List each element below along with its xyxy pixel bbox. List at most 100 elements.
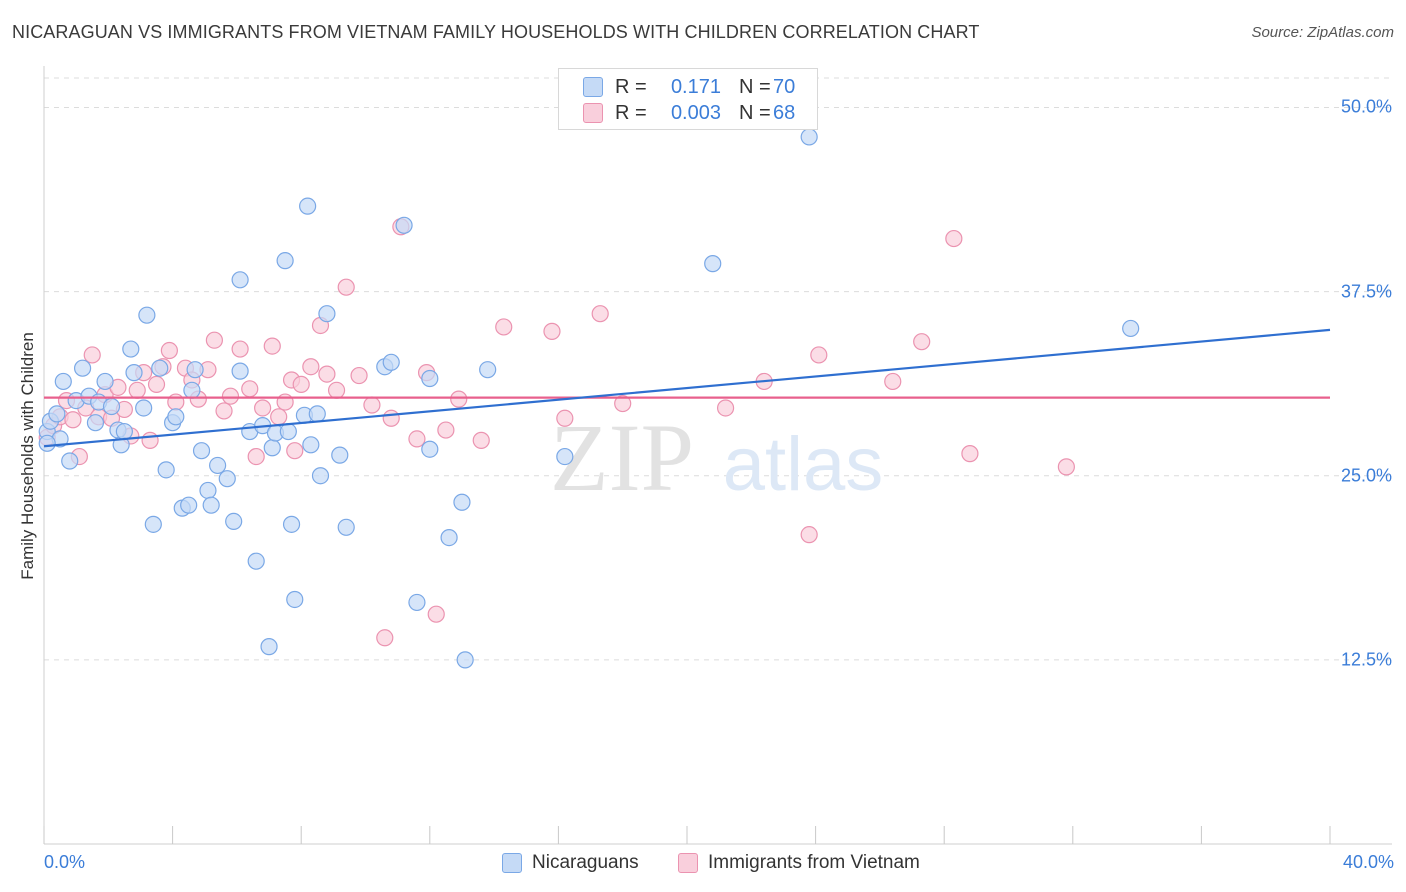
correlation-legend: R = 0.171 N = 70 R = 0.003 N = 68	[558, 68, 818, 130]
vietnam-point	[614, 394, 632, 413]
nicaraguan-point	[299, 197, 317, 215]
nicaraguan-point	[225, 512, 243, 530]
bottom-legend-nicaraguans: Nicaraguans	[502, 852, 639, 874]
vietnam-point	[254, 399, 272, 417]
legend-row-vietnam: R = 0.003 N = 68	[583, 101, 795, 125]
vietnam-point	[350, 366, 368, 385]
nicaraguan-point	[192, 442, 211, 460]
bottom-legend-swatch-pink	[678, 853, 698, 873]
nicaraguan-point	[138, 306, 156, 324]
nicaraguan-point	[286, 590, 304, 609]
vietnam-point	[205, 331, 223, 349]
vietnam-point	[221, 387, 240, 405]
nicaraguan-point	[209, 456, 227, 475]
vietnam-point	[327, 381, 346, 399]
nicaraguan-point	[48, 405, 66, 423]
nicaraguan-point	[556, 447, 574, 466]
vietnam-point	[160, 341, 178, 360]
vietnam-point	[64, 411, 82, 429]
vietnam-point	[961, 445, 979, 463]
nicaraguan-point	[302, 436, 320, 454]
nicaraguan-point	[38, 434, 56, 452]
nicaraguan-point	[151, 359, 169, 377]
vietnam-point	[376, 629, 394, 647]
watermark: ZIP atlas	[550, 404, 883, 511]
nicaraguan-point	[263, 439, 281, 457]
vietnam-point	[408, 430, 426, 448]
vietnam-point	[263, 337, 281, 355]
nicaraguan-point	[704, 255, 722, 273]
vietnam-point	[292, 375, 310, 393]
vietnam-point	[247, 447, 265, 466]
vietnam-point	[543, 322, 561, 340]
nicaraguan-point	[479, 361, 497, 379]
nicaraguan-point	[54, 372, 72, 391]
chart-title: NICARAGUAN VS IMMIGRANTS FROM VIETNAM FA…	[12, 22, 980, 42]
y-tick-label: 25.0%	[1340, 465, 1392, 486]
legend-n-value: 70	[773, 75, 796, 98]
nicaraguan-point	[421, 369, 439, 388]
watermark-zip: ZIP	[550, 404, 694, 511]
nicaraguan-point	[337, 518, 355, 536]
vietnam-point	[437, 421, 455, 439]
vietnam-point	[141, 431, 159, 449]
vietnam-point	[810, 346, 828, 364]
nicaraguan-point	[382, 353, 400, 371]
watermark-atlas: atlas	[723, 422, 884, 507]
vietnam-point	[1057, 458, 1075, 476]
x-tick-label-max: 40.0%	[1342, 852, 1394, 872]
vietnam-point	[215, 402, 233, 420]
legend-row-nicaraguans: R = 0.171 N = 70	[583, 75, 795, 99]
source-label: Source: ZipAtlas.com	[1251, 24, 1394, 41]
nicaraguan-point	[331, 446, 349, 464]
y-tick-label: 12.5%	[1340, 649, 1392, 670]
vietnam-point	[318, 365, 336, 383]
legend-n-label: N =	[739, 101, 771, 124]
nicaraguan-point	[157, 461, 175, 479]
vietnam-point	[276, 393, 294, 411]
nicaraguan-point	[102, 397, 121, 416]
nicaraguan-point	[73, 359, 92, 377]
nicaraguan-point	[395, 216, 413, 234]
vietnam-point	[147, 375, 166, 393]
nicaraguan-point	[231, 271, 249, 289]
legend-n-label: N =	[739, 75, 771, 98]
nicaraguan-point	[308, 405, 326, 423]
nicaraguan-point	[144, 515, 162, 533]
nicaraguan-point	[421, 440, 439, 458]
vietnam-point	[167, 393, 185, 411]
y-tick-label: 37.5%	[1340, 281, 1392, 302]
vietnam-point	[363, 396, 381, 414]
legend-r-value: 0.003	[670, 101, 721, 124]
nicaraguan-point	[279, 422, 297, 441]
nicaraguan-point	[1122, 319, 1140, 338]
nicaraguan-point	[135, 399, 153, 417]
nicaraguan-point	[86, 414, 105, 432]
nicaraguan-point	[453, 493, 471, 511]
y-tick-label: 50.0%	[1340, 96, 1392, 117]
nicaraguan-point	[456, 651, 474, 669]
vietnam-point	[472, 431, 490, 449]
vietnam-point	[913, 333, 931, 351]
nicaraguan-point	[183, 381, 201, 399]
vietnam-point	[427, 605, 445, 623]
nicaraguan-point	[260, 638, 278, 656]
nicaraguan-point	[125, 364, 143, 382]
legend-r-label: R =	[615, 75, 647, 98]
bottom-legend-label: Nicaraguans	[532, 852, 639, 873]
vietnam-point	[270, 408, 288, 426]
nicaraguan-point	[96, 372, 114, 391]
vietnam-point	[302, 358, 320, 376]
bottom-legend-label: Immigrants from Vietnam	[708, 852, 920, 873]
legend-n-value: 68	[773, 101, 796, 124]
nicaraguan-point	[199, 481, 217, 500]
nicaraguan-points	[38, 128, 1140, 669]
vietnam-point	[945, 229, 963, 248]
nicaraguan-point	[800, 128, 818, 146]
nicaraguan-point	[186, 361, 204, 379]
nicaraguan-point	[167, 408, 185, 426]
nicaraguan-point	[218, 470, 236, 488]
trend-lines	[43, 328, 1331, 448]
vietnam-point	[382, 409, 400, 427]
axes	[43, 66, 1392, 845]
